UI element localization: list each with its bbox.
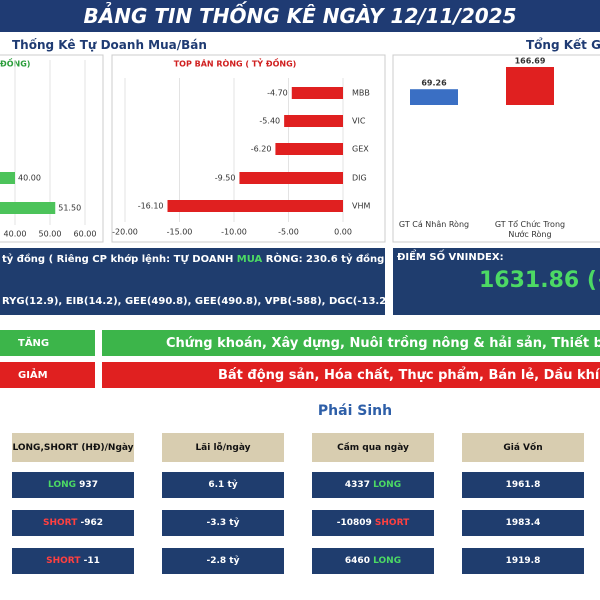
table-cell: LONG 937 xyxy=(12,472,134,498)
table-cell: -3.3 tỷ xyxy=(162,510,284,536)
cell-text: SHORT xyxy=(374,518,410,528)
category-text: GT xyxy=(565,220,600,230)
value-label: -9.50 xyxy=(215,174,236,183)
column-header: Lãi lỗ/ngày xyxy=(162,433,284,462)
x-tick-label: 40.00 xyxy=(4,230,27,239)
value-label: 69.26 xyxy=(421,79,447,88)
section-title: Phái Sinh xyxy=(317,403,393,419)
cell-text: LONG xyxy=(373,556,402,566)
bar xyxy=(0,202,56,214)
category-label: GT Tổ Chức Trong Nước Ròng xyxy=(494,220,566,239)
x-tick-label: -20.00 xyxy=(112,228,138,237)
value-label: 40.00 xyxy=(18,174,41,183)
page-title: BẢNG TIN THỐNG KÊ NGÀY 12/11/2025 xyxy=(0,0,600,32)
summary-line: RYG(12.9), EIB(14.2), GEE(490.8), GEE(49… xyxy=(2,296,391,307)
up-text: Chứng khoán, Xây dựng, Nuôi trồng nông &… xyxy=(102,330,600,356)
x-tick-label: 0.00 xyxy=(334,228,352,237)
category-label: VHM xyxy=(352,202,370,211)
table-cell: -10809 SHORT xyxy=(312,510,434,536)
column-header: Cầm qua ngày xyxy=(312,433,434,462)
cell-text: 1919.8 xyxy=(505,556,541,566)
x-tick-label: 60.00 xyxy=(74,230,97,239)
chart-frame xyxy=(392,54,600,243)
heading: Tổng Kết Gia xyxy=(526,38,600,52)
cell-text: -11 xyxy=(80,556,100,566)
table-cell: 6460 LONG xyxy=(312,548,434,574)
table-cell: 4337 LONG xyxy=(312,472,434,498)
table-cell: SHORT -962 xyxy=(12,510,134,536)
x-tick-label: 50.00 xyxy=(39,230,62,239)
bar xyxy=(275,143,343,155)
chart-frame xyxy=(111,54,386,243)
bar xyxy=(506,66,554,105)
vnindex-panel: ĐIỂM SỐ VNINDEX: 1631.86 (+ xyxy=(393,248,600,315)
cell-text: -3.3 tỷ xyxy=(206,518,240,528)
table-cell: 1983.4 xyxy=(462,510,584,536)
cell-text: -10809 xyxy=(336,518,375,528)
up-label: TĂNG xyxy=(0,330,95,356)
cell-text: 4337 xyxy=(344,480,374,490)
category-text: GT Cá Nhân Ròng xyxy=(398,220,470,229)
text: tỷ đồng ( Riêng CP khớp lệnh: TỰ DOANH xyxy=(2,254,237,265)
down-text: Bất động sản, Hóa chất, Thực phẩm, Bán l… xyxy=(102,362,600,388)
table-cell: -2.8 tỷ xyxy=(162,548,284,574)
cell-text: 937 xyxy=(76,480,98,490)
heading: Thống Kê Tự Doanh Mua/Bán xyxy=(12,38,207,52)
x-tick-label: -15.00 xyxy=(167,228,193,237)
column-header: LONG,SHORT (HĐ)/Ngày xyxy=(12,433,134,462)
column-header: Giá Vốn xyxy=(462,433,584,462)
category-label: GT Cá Nhân Ròng xyxy=(398,220,470,229)
table-cell: 1919.8 xyxy=(462,548,584,574)
bar xyxy=(291,87,343,99)
category-label: MBB xyxy=(352,89,370,98)
cell-text: 1961.8 xyxy=(505,480,541,490)
down-label: GIẢM xyxy=(0,362,95,388)
value-label: -4.70 xyxy=(267,89,288,98)
value-label: -5.40 xyxy=(259,117,280,126)
cell-text: 1983.4 xyxy=(505,518,541,528)
category-label: GEX xyxy=(352,145,369,154)
value-label: -16.10 xyxy=(138,202,164,211)
bar xyxy=(167,200,343,212)
x-tick-label: -5.00 xyxy=(278,228,299,237)
value-label: 51.50 xyxy=(58,204,81,213)
category-text: GT Tổ Chức Trong Nước Ròng xyxy=(494,220,566,239)
table-cell: 1961.8 xyxy=(462,472,584,498)
charts: ĐỒNG) TOP BÁN RÒNG ( TỶ ĐỒNG) 40.0050.00… xyxy=(0,54,600,244)
category-label: VIC xyxy=(352,117,366,126)
cell-text: 6460 xyxy=(344,556,374,566)
table-cell: SHORT -11 xyxy=(12,548,134,574)
cell-text: LONG xyxy=(373,480,402,490)
bar xyxy=(410,89,458,105)
cell-text: -2.8 tỷ xyxy=(206,556,240,566)
bar xyxy=(239,172,343,184)
vnindex-value: 1631.86 (+ xyxy=(479,268,600,293)
vnindex-label: ĐIỂM SỐ VNINDEX: xyxy=(397,252,504,263)
value-label: 166.69 xyxy=(515,56,546,65)
cell-text: 6.1 tỷ xyxy=(208,480,238,490)
table-cell: 6.1 tỷ xyxy=(162,472,284,498)
cell-text: -962 xyxy=(77,518,103,528)
text: RÒNG: 230.6 tỷ đồng ) xyxy=(262,254,393,265)
cell-text: LONG xyxy=(48,480,77,490)
summary-line: tỷ đồng ( Riêng CP khớp lệnh: TỰ DOANH M… xyxy=(2,254,392,265)
text: MUA xyxy=(236,254,263,265)
chart-title: TOP BÁN RÒNG ( TỶ ĐỒNG) xyxy=(174,57,297,69)
value-label: -6.20 xyxy=(251,145,272,154)
bar xyxy=(0,172,15,184)
cell-text: SHORT xyxy=(46,556,81,566)
x-tick-label: -10.00 xyxy=(221,228,247,237)
category-label: GT xyxy=(565,220,600,244)
category-label: DIG xyxy=(352,174,367,183)
summary-panel: tỷ đồng ( Riêng CP khớp lệnh: TỰ DOANH M… xyxy=(0,248,392,315)
bar xyxy=(284,115,343,127)
cell-text: SHORT xyxy=(43,518,78,528)
